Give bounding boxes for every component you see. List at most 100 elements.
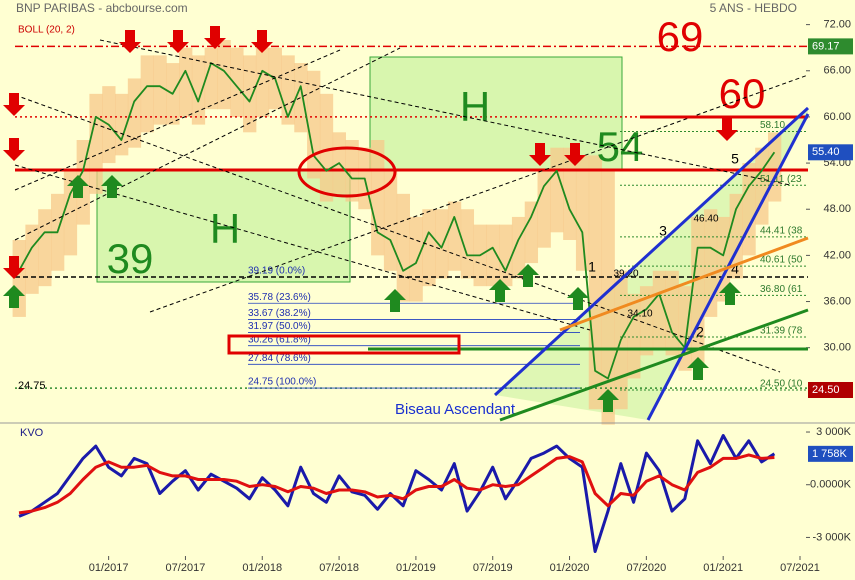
- fib-label: 31.97 (50.0%): [248, 321, 311, 332]
- y-tick-label: -3 000K: [812, 531, 851, 543]
- value-marker: [808, 382, 853, 398]
- annotation: Biseau Ascendant: [395, 401, 516, 418]
- fib-label: 39.19 (0.0%): [248, 266, 305, 277]
- trend-line: [559, 236, 809, 332]
- annotation: 54: [597, 123, 644, 170]
- bollinger-band: [191, 55, 206, 125]
- sell-arrow: [119, 30, 141, 53]
- x-tick-label: 07/2018: [319, 562, 359, 574]
- buy-arrow: [597, 389, 619, 412]
- highlight-ellipse: [297, 146, 397, 198]
- value-marker-label: 55.40: [812, 146, 840, 158]
- annotation: 24.75: [18, 380, 46, 392]
- bollinger-band: [409, 216, 423, 302]
- sell-arrow: [529, 143, 551, 166]
- x-tick-label: 01/2020: [550, 562, 590, 574]
- zone-h: [96, 170, 351, 283]
- annotation: 2: [696, 324, 704, 340]
- x-tick-label: 07/2020: [626, 562, 666, 574]
- series-line: [18, 453, 775, 515]
- fib-label: 36.80 (61: [760, 284, 803, 295]
- y-tick-label: 42.00: [823, 249, 851, 261]
- bollinger-band: [550, 147, 564, 233]
- sell-arrow: [564, 143, 586, 166]
- buy-arrow: [687, 357, 709, 380]
- bollinger-band: [307, 70, 321, 179]
- buy-arrow: [719, 282, 741, 305]
- series-line: [18, 434, 776, 553]
- x-tick-label: 01/2018: [242, 562, 282, 574]
- value-marker-label: 1 758K: [812, 448, 848, 460]
- y-tick-label: 36.00: [823, 295, 851, 307]
- annotation: 4: [731, 261, 739, 277]
- buy-arrow: [489, 279, 511, 302]
- bollinger-band: [294, 63, 308, 133]
- fib-label: 40.61 (50: [760, 255, 803, 266]
- bollinger-band: [652, 270, 667, 348]
- bollinger-band: [460, 209, 475, 279]
- buy-arrow: [3, 285, 25, 308]
- sell-arrow: [716, 118, 738, 141]
- bollinger-band: [25, 224, 39, 294]
- bollinger-band: [422, 209, 436, 287]
- buy-arrow: [567, 287, 589, 310]
- buy-arrow: [517, 264, 539, 287]
- bollinger-band: [38, 209, 52, 287]
- sell-arrow: [167, 30, 189, 53]
- bollinger-band: [703, 209, 718, 317]
- fib-label: 51.11 (23: [760, 174, 802, 185]
- sell-arrow: [3, 93, 25, 116]
- bollinger-band: [255, 47, 270, 117]
- bollinger-band: [127, 78, 142, 148]
- bollinger-band: [537, 170, 551, 248]
- highlight-box: [227, 334, 461, 355]
- chart-subtitle: 5 ANS - HEBDO: [710, 1, 797, 15]
- fib-label: 24.75 (100.0%): [248, 377, 316, 388]
- bollinger-band: [89, 93, 103, 194]
- trend-line: [149, 74, 809, 313]
- sell-arrow: [3, 256, 25, 279]
- value-marker: [808, 38, 853, 55]
- y-tick-label: 66.00: [823, 65, 851, 77]
- annotation: H: [210, 205, 240, 252]
- plot: 39.19 (0.0%)35.78 (23.6%)33.67 (38.2%)31…: [12, 1, 853, 574]
- sell-arrow: [251, 30, 273, 53]
- annotation: 1: [588, 259, 596, 275]
- bollinger-band: [243, 55, 257, 133]
- x-tick-label: 01/2021: [703, 562, 743, 574]
- fib-label: 33.67 (38.2%): [248, 308, 311, 319]
- x-tick-label: 01/2019: [396, 562, 436, 574]
- chart-title: BNP PARIBAS - abcbourse.com: [16, 1, 188, 15]
- bollinger-band: [383, 170, 398, 271]
- drawings: [0, 26, 855, 424]
- sell-arrow: [204, 26, 226, 49]
- annotation: 5: [731, 151, 739, 167]
- x-tick-label: 07/2019: [473, 562, 513, 574]
- value-marker: [808, 445, 853, 462]
- annotation: 60: [719, 70, 766, 117]
- annotation: 34.10: [627, 309, 652, 320]
- bollinger-band: [665, 270, 679, 356]
- trend-line: [499, 308, 809, 422]
- bollinger-band: [153, 55, 167, 125]
- annotation: 39: [107, 235, 154, 282]
- bollinger-band: [499, 224, 513, 287]
- indicator-label: BOLL (20, 2): [18, 25, 75, 36]
- y-tick-label: 60.00: [823, 111, 851, 123]
- fib-label: 58.10: [760, 120, 785, 131]
- x-tick-label: 01/2017: [89, 562, 129, 574]
- bollinger-band: [627, 293, 641, 379]
- fib-label: 24.50 (10: [760, 379, 803, 390]
- bollinger-band: [140, 55, 154, 133]
- trend-line: [14, 49, 341, 191]
- bollinger-band: [319, 93, 334, 202]
- fib-label: 31.39 (78: [760, 326, 803, 337]
- trend-line: [14, 47, 401, 241]
- wedge-zone: [495, 108, 808, 420]
- x-tick-label: 07/2021: [780, 562, 820, 574]
- bollinger-band: [601, 170, 615, 425]
- bollinger-band: [639, 286, 654, 356]
- sell-arrow: [3, 138, 25, 161]
